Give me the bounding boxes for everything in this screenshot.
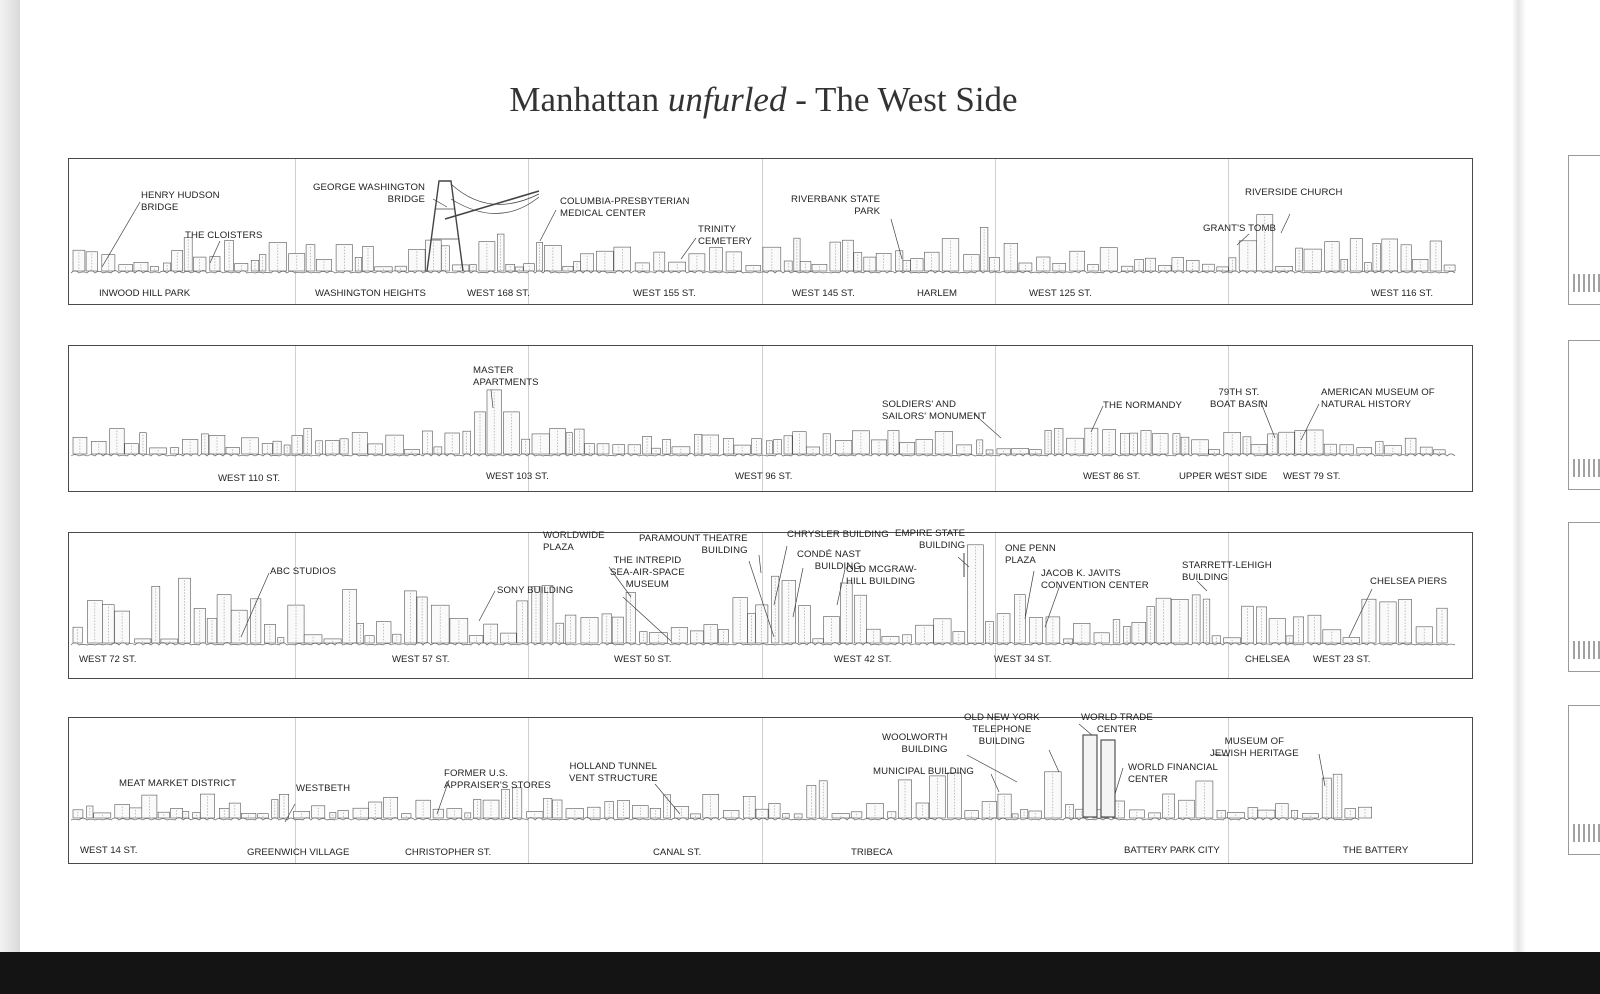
street-canal-st: CANAL ST.	[653, 847, 702, 858]
label-former-us-appraisers-stores: FORMER U.S. APPRAISER'S STORES	[444, 768, 551, 791]
street-greenwich-village: GREENWICH VILLAGE	[247, 847, 350, 858]
label-riverbank-state-park: RIVERBANK STATE PARK	[791, 194, 881, 217]
skyline-strip-midtown-chelsea: ABC STUDIOS WORLDWIDE PLAZA THE INTREPID…	[68, 528, 1473, 679]
street-west-72: WEST 72 ST.	[79, 654, 137, 665]
street-west-57: WEST 57 ST.	[392, 654, 450, 665]
skyline-strip-upper-west-side: MASTER APARTMENTS SOLDIERS' AND SAILORS'…	[68, 345, 1473, 492]
street-west-14: WEST 14 ST.	[80, 845, 138, 856]
label-world-trade-center: WORLD TRADE CENTER	[1081, 712, 1153, 735]
label-worldwide-plaza: WORLDWIDE PLAZA	[543, 530, 605, 553]
street-west-145: WEST 145 ST.	[792, 288, 855, 299]
street-west-23: WEST 23 ST.	[1313, 654, 1371, 665]
street-west-86: WEST 86 ST.	[1083, 471, 1141, 482]
street-west-116: WEST 116 ST.	[1371, 288, 1434, 299]
street-christopher-st: CHRISTOPHER ST.	[405, 847, 492, 858]
page-title: Manhattan unfurled - The West Side	[0, 80, 1527, 120]
adjacent-strip-frame	[1568, 155, 1600, 305]
street-west-79: WEST 79 ST.	[1283, 471, 1341, 482]
label-world-financial-center: WORLD FINANCIAL CENTER	[1128, 762, 1218, 785]
label-chrysler-building: CHRYSLER BUILDING	[787, 529, 889, 540]
label-79th-st-boat-basin: 79TH ST. BOAT BASIN	[1210, 387, 1268, 410]
label-the-cloisters: THE CLOISTERS	[185, 230, 263, 241]
street-inwood-hill-park: INWOOD HILL PARK	[99, 288, 191, 299]
label-henry-hudson-bridge: HENRY HUDSON BRIDGE	[141, 190, 220, 213]
street-upper-west-side: UPPER WEST SIDE	[1179, 471, 1268, 482]
adjacent-strip-frame	[1568, 522, 1600, 672]
skyline-drawing	[70, 180, 1456, 274]
label-one-penn-plaza: ONE PENN PLAZA	[1005, 543, 1056, 566]
street-harlem: HARLEM	[917, 288, 957, 299]
street-west-50: WEST 50 ST.	[614, 654, 672, 665]
label-master-apartments: MASTER APARTMENTS	[473, 365, 539, 388]
label-westbeth: WESTBETH	[296, 783, 351, 794]
label-old-mcgraw-hill-building: OLD McGRAW- HILL BUILDING	[846, 564, 917, 587]
label-old-ny-telephone-building: OLD NEW YORK TELEPHONE BUILDING	[964, 712, 1040, 747]
label-woolworth-building: WOOLWORTH BUILDING	[882, 732, 948, 755]
street-battery-park-city: BATTERY PARK CITY	[1124, 845, 1220, 856]
label-riverside-church: RIVERSIDE CHURCH	[1245, 187, 1343, 198]
label-meat-market-district: MEAT MARKET DISTRICT	[119, 778, 237, 789]
street-tribeca: TRIBECA	[851, 847, 893, 858]
skyline-drawing	[70, 389, 1456, 457]
title-italic: unfurled	[667, 80, 787, 119]
label-paramount-theatre-building: PARAMOUNT THEATRE BUILDING	[639, 533, 748, 556]
label-conde-nast-building: CONDÉ NAST BUILDING	[797, 549, 861, 572]
label-columbia-presbyterian: COLUMBIA-PRESBYTERIAN MEDICAL CENTER	[560, 196, 690, 219]
street-washington-heights: WASHINGTON HEIGHTS	[315, 288, 426, 299]
label-starrett-lehigh-building: STARRETT-LEHIGH BUILDING	[1182, 560, 1272, 583]
skyline-drawing	[70, 544, 1456, 646]
label-chelsea-piers: CHELSEA PIERS	[1370, 576, 1448, 587]
adjacent-strip-frame	[1568, 340, 1600, 490]
label-george-washington-bridge: GEORGE WASHINGTON BRIDGE	[313, 182, 426, 205]
skyline-strip-inwood-to-harlem: HENRY HUDSON BRIDGE THE CLOISTERS GEORGE…	[68, 158, 1473, 305]
street-west-103: WEST 103 ST.	[486, 471, 549, 482]
label-the-normandy: THE NORMANDY	[1103, 400, 1183, 411]
label-municipal-building: MUNICIPAL BUILDING	[873, 766, 974, 777]
book-gutter	[1512, 0, 1526, 952]
title-text-end: - The West Side	[786, 80, 1018, 119]
label-soldiers-and-sailors-monument: SOLDIERS' AND SAILORS' MONUMENT	[882, 399, 987, 422]
label-javits-convention-center: JACOB K. JAVITS CONVENTION CENTER	[1041, 568, 1149, 591]
label-holland-tunnel-vent-structure: HOLLAND TUNNEL VENT STRUCTURE	[569, 761, 658, 784]
label-empire-state-building: EMPIRE STATE BUILDING	[895, 528, 966, 551]
skyline-strip-village-to-battery: MEAT MARKET DISTRICT WESTBETH FORMER U.S…	[68, 712, 1473, 864]
label-sony-building: SONY BUILDING	[497, 585, 574, 596]
title-text: Manhattan	[509, 80, 668, 119]
street-west-42: WEST 42 ST.	[834, 654, 892, 665]
scan-edge-bottom	[0, 952, 1600, 994]
street-west-110: WEST 110 ST.	[218, 473, 281, 484]
adjacent-strip-frame	[1568, 705, 1600, 855]
label-museum-of-jewish-heritage: MUSEUM OF JEWISH HERITAGE	[1210, 736, 1299, 759]
street-west-155: WEST 155 ST.	[633, 288, 696, 299]
skyline-drawing	[70, 723, 1373, 823]
label-intrepid-museum: THE INTREPID SEA-AIR-SPACE MUSEUM	[610, 555, 685, 590]
label-american-museum-natural-history: AMERICAN MUSEUM OF NATURAL HISTORY	[1321, 387, 1435, 410]
scan-edge-left	[0, 0, 20, 994]
adjacent-page-edge	[1526, 0, 1600, 952]
street-west-168: WEST 168 ST.	[467, 288, 530, 299]
street-west-125: WEST 125 ST.	[1029, 288, 1092, 299]
street-west-96: WEST 96 ST.	[735, 471, 793, 482]
street-chelsea: CHELSEA	[1245, 654, 1290, 665]
street-the-battery: THE BATTERY	[1343, 845, 1409, 856]
street-west-34: WEST 34 ST.	[994, 654, 1052, 665]
label-trinity-cemetery: TRINITY CEMETERY	[698, 224, 752, 247]
label-grants-tomb: GRANT'S TOMB	[1203, 223, 1277, 234]
label-abc-studios: ABC STUDIOS	[270, 566, 337, 577]
